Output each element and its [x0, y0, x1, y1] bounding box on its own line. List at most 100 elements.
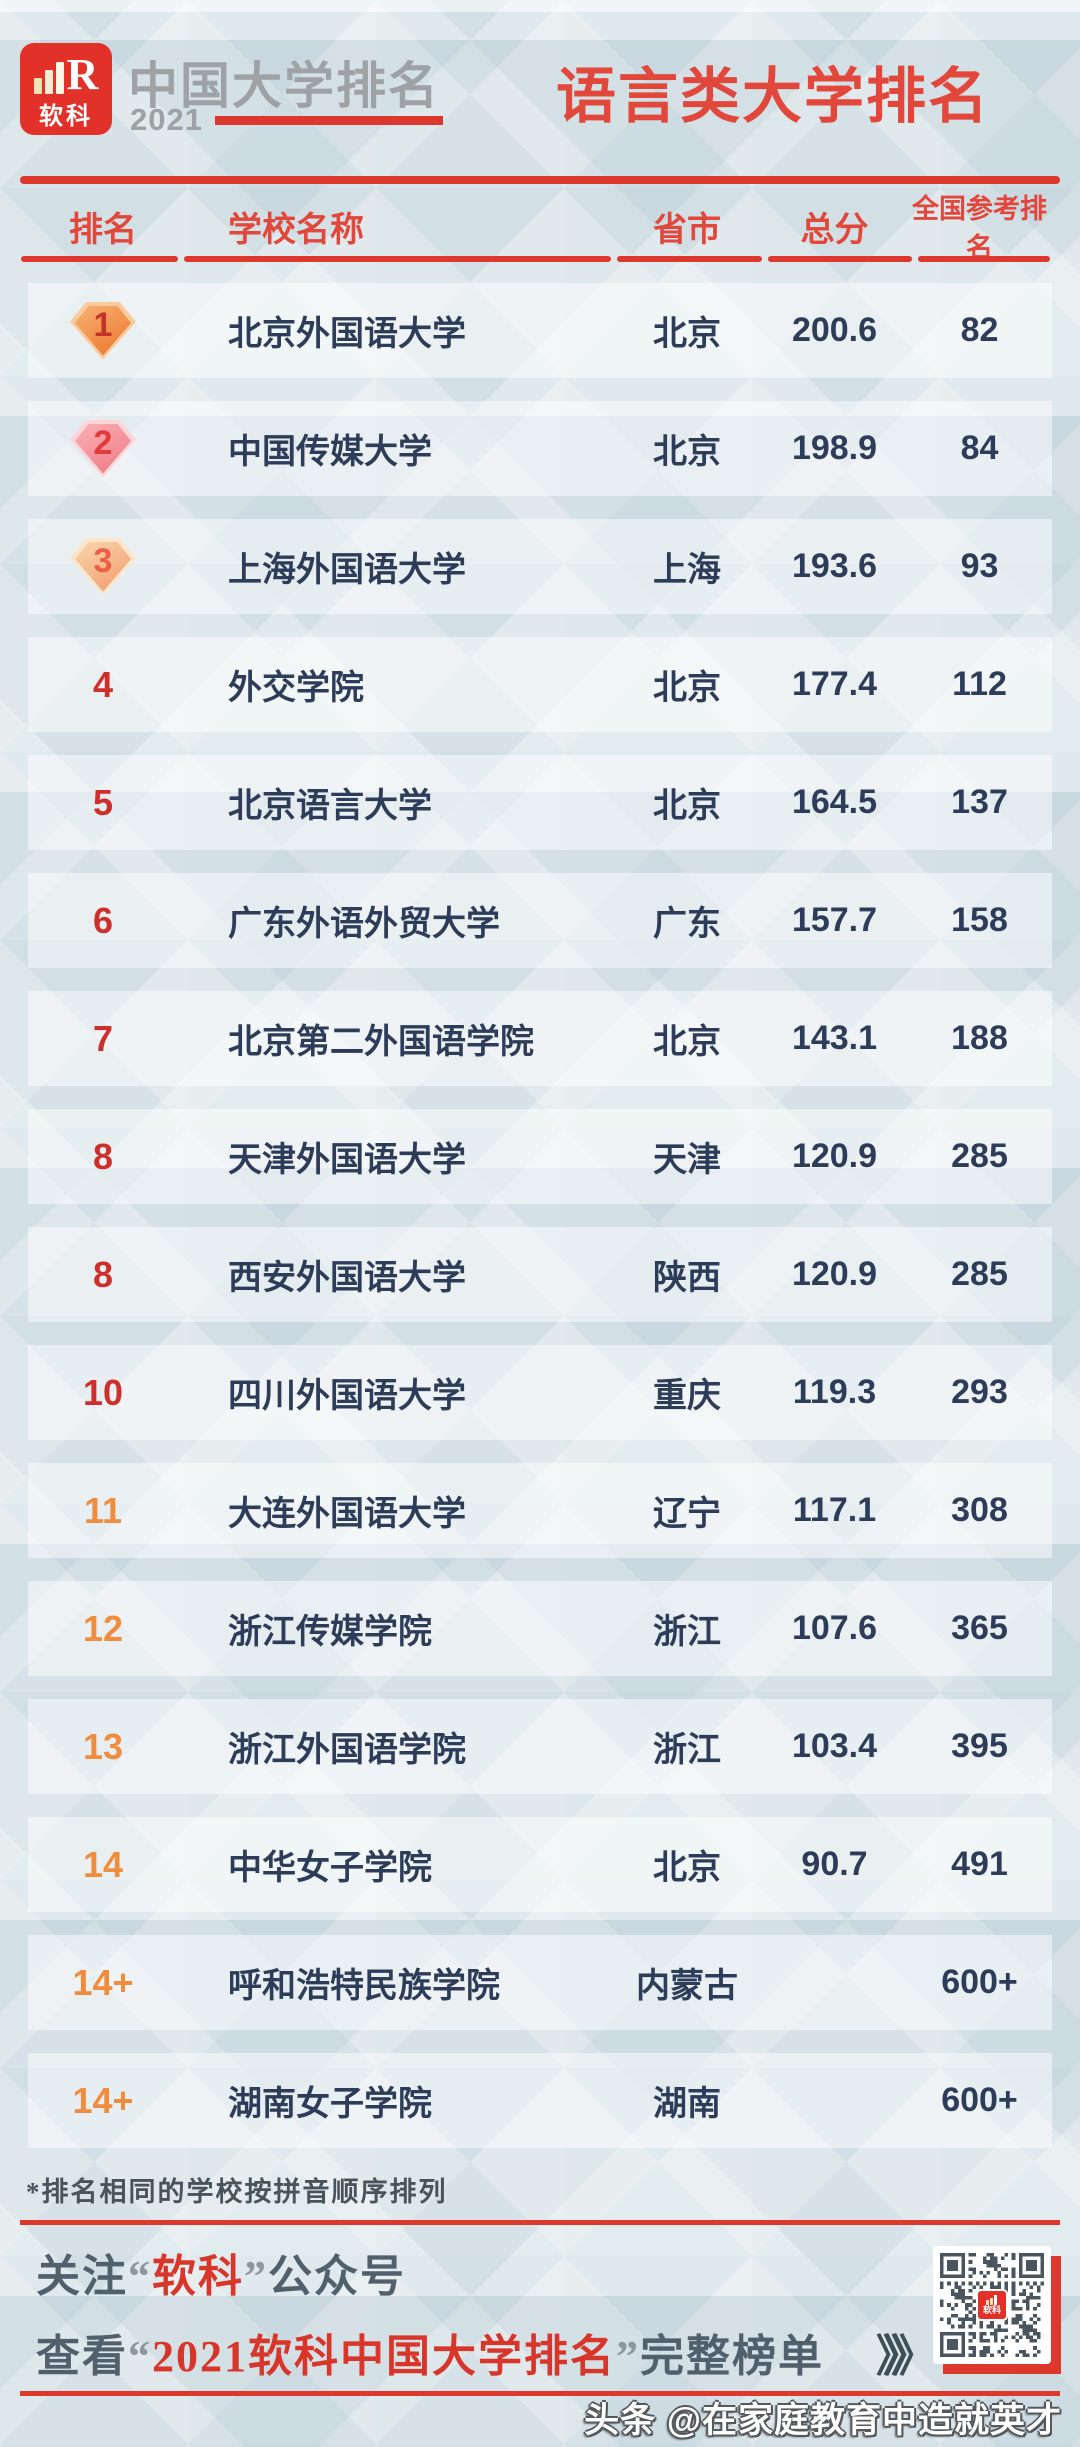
- school-name: 浙江传媒学院: [228, 1613, 432, 1651]
- footer-line1-highlight: 软科: [152, 2252, 244, 2301]
- footnote: *排名相同的学校按拼音顺序排列: [26, 2177, 448, 2207]
- rank-cell: 8: [28, 1136, 178, 1178]
- national-rank: 84: [960, 429, 999, 467]
- column-header-school: 学校名称: [228, 210, 364, 249]
- total-score: 164.5: [791, 783, 878, 821]
- national-rank: 491: [951, 1845, 1008, 1883]
- table-row: 7 北京第二外国语学院 北京 143.1 188: [28, 991, 1052, 1086]
- total-score: 193.6: [791, 547, 878, 585]
- rank-number: 12: [82, 1607, 124, 1649]
- province: 陕西: [653, 1259, 721, 1297]
- rank-number: 7: [92, 1017, 114, 1059]
- school-name: 北京第二外国语学院: [228, 1023, 534, 1061]
- national-rank: 112: [952, 665, 1007, 703]
- province: 广东: [653, 905, 721, 943]
- rank-number: 2: [93, 424, 113, 462]
- rank-number: 10: [82, 1371, 124, 1413]
- table-row: 8 西安外国语大学 陕西 120.9 285: [28, 1227, 1052, 1322]
- table-header-row: 排名 学校名称 省市 总分 全国参考排名: [28, 194, 1052, 263]
- national-rank: 293: [951, 1373, 1008, 1411]
- national-rank: 365: [951, 1609, 1008, 1647]
- table-row: 14+ 呼和浩特民族学院 内蒙古 600+: [28, 1935, 1052, 2030]
- table-row: 13 浙江外国语学院 浙江 103.4 395: [28, 1699, 1052, 1794]
- total-score: 198.9: [791, 429, 878, 467]
- qr-code: 软科: [933, 2246, 1063, 2376]
- footer-line2-prefix: 查看: [36, 2332, 128, 2381]
- province: 北京: [653, 433, 721, 471]
- table-row: 10 四川外国语大学 重庆 119.3 293: [28, 1345, 1052, 1440]
- column-header-national-rank: 全国参考排名: [912, 194, 1047, 263]
- rank-number: 11: [83, 1489, 123, 1531]
- total-score: 200.6: [791, 311, 878, 349]
- school-name: 湖南女子学院: [228, 2085, 432, 2123]
- logo-r-mark: R: [66, 49, 99, 99]
- rank-number: 1: [93, 306, 113, 344]
- province: 辽宁: [653, 1495, 721, 1533]
- province: 湖南: [653, 2085, 721, 2123]
- table-row: 8 天津外国语大学 天津 120.9 285: [28, 1109, 1052, 1204]
- table-row: 14+ 湖南女子学院 湖南 600+: [28, 2053, 1052, 2148]
- rank-cell: 8: [28, 1254, 178, 1296]
- table-row: 6 广东外语外贸大学 广东 157.7 158: [28, 873, 1052, 968]
- rank-cell: 4: [28, 664, 178, 706]
- rank-cell: 14+: [28, 2080, 178, 2122]
- ranking-rows: 1 北京外国语大学 北京 200.6 82 2 中国传媒大学 北京 198.9 …: [28, 283, 1052, 2171]
- column-header-province: 省市: [653, 210, 721, 249]
- quote-open: “: [128, 2332, 152, 2381]
- year-underline: [214, 115, 443, 125]
- logo-bars-icon: R: [33, 49, 99, 99]
- table-row: 1 北京外国语大学 北京 200.6 82: [28, 283, 1052, 378]
- national-rank: 93: [960, 547, 999, 585]
- national-rank: 285: [951, 1137, 1008, 1175]
- school-name: 中华女子学院: [228, 1849, 432, 1887]
- year-row: 2021: [130, 102, 443, 138]
- footer-bottom-line: [20, 2391, 1060, 2396]
- qr-center-logo: 软科: [976, 2289, 1008, 2321]
- qr-box: 软科: [933, 2246, 1051, 2364]
- rank-cell: 14: [28, 1844, 178, 1886]
- rank-number: 13: [82, 1725, 124, 1767]
- school-name: 大连外国语大学: [228, 1495, 466, 1533]
- province: 内蒙古: [636, 1967, 738, 2005]
- rank-badge: 3: [70, 538, 136, 596]
- rank-number: 8: [92, 1135, 114, 1177]
- quote-close: ”: [616, 2332, 640, 2381]
- total-score: 103.4: [791, 1727, 878, 1765]
- province: 天津: [653, 1141, 721, 1179]
- school-name: 四川外国语大学: [228, 1377, 466, 1415]
- school-name: 呼和浩特民族学院: [228, 1967, 500, 2005]
- total-score: 107.6: [791, 1609, 878, 1647]
- school-name: 中国传媒大学: [228, 433, 432, 471]
- table-row: 2 中国传媒大学 北京 198.9 84: [28, 401, 1052, 496]
- rank-cell: 11: [28, 1490, 178, 1532]
- total-score: 143.1: [791, 1019, 878, 1057]
- rank-cell: 12: [28, 1608, 178, 1650]
- table-row: 11 大连外国语大学 辽宁 117.1 308: [28, 1463, 1052, 1558]
- ruanke-logo: R 软科: [20, 43, 112, 135]
- logo-brand-text: 软科: [39, 102, 93, 130]
- column-header-rank: 排名: [69, 210, 137, 249]
- national-rank: 137: [951, 783, 1008, 821]
- total-score: 120.9: [791, 1255, 878, 1293]
- school-name: 外交学院: [228, 669, 364, 707]
- province: 北京: [653, 787, 721, 825]
- rank-cell: 10: [28, 1372, 178, 1414]
- rank-cell: 5: [28, 782, 178, 824]
- footer-text-block: 关注“软科”公众号 查看“2021软科中国大学排名”完整榜单 》》》: [36, 2240, 936, 2384]
- province: 重庆: [653, 1377, 721, 1415]
- rank-cell: 13: [28, 1726, 178, 1768]
- rank-cell: 7: [28, 1018, 178, 1060]
- main-title: 中国大学排名: [128, 58, 440, 114]
- top-edge-strip: [0, 0, 1080, 12]
- table-row: 5 北京语言大学 北京 164.5 137: [28, 755, 1052, 850]
- school-name: 北京外国语大学: [228, 315, 466, 353]
- column-header-score: 总分: [800, 210, 869, 249]
- rank-cell: 6: [28, 900, 178, 942]
- footer-line-1: 关注“软科”公众号: [36, 2240, 922, 2304]
- qr-logo-text: 软科: [982, 2305, 1001, 2315]
- qr-pattern: [940, 2253, 1044, 2357]
- total-score: 90.7: [801, 1845, 868, 1883]
- national-rank: 600+: [941, 1963, 1018, 2001]
- national-rank: 395: [951, 1727, 1008, 1765]
- school-name: 浙江外国语学院: [228, 1731, 466, 1769]
